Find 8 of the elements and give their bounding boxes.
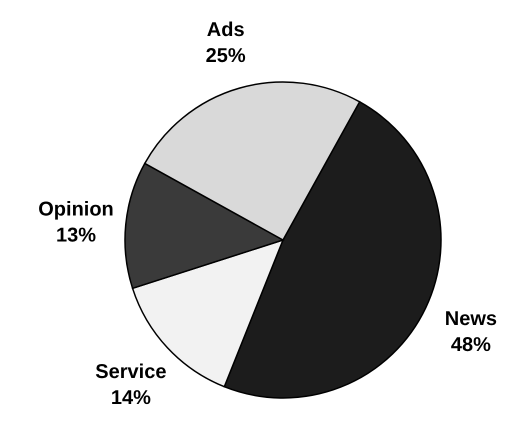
data-label: 14%	[110, 386, 152, 409]
slice-label: Opinion	[38, 198, 114, 221]
data-label: 48%	[450, 334, 492, 356]
data-label: 13%	[56, 224, 96, 247]
slice-label: Service	[95, 360, 166, 383]
slice-label: Ads	[206, 19, 245, 42]
data-label: 25%	[206, 45, 246, 68]
slice-label: News	[444, 308, 498, 330]
